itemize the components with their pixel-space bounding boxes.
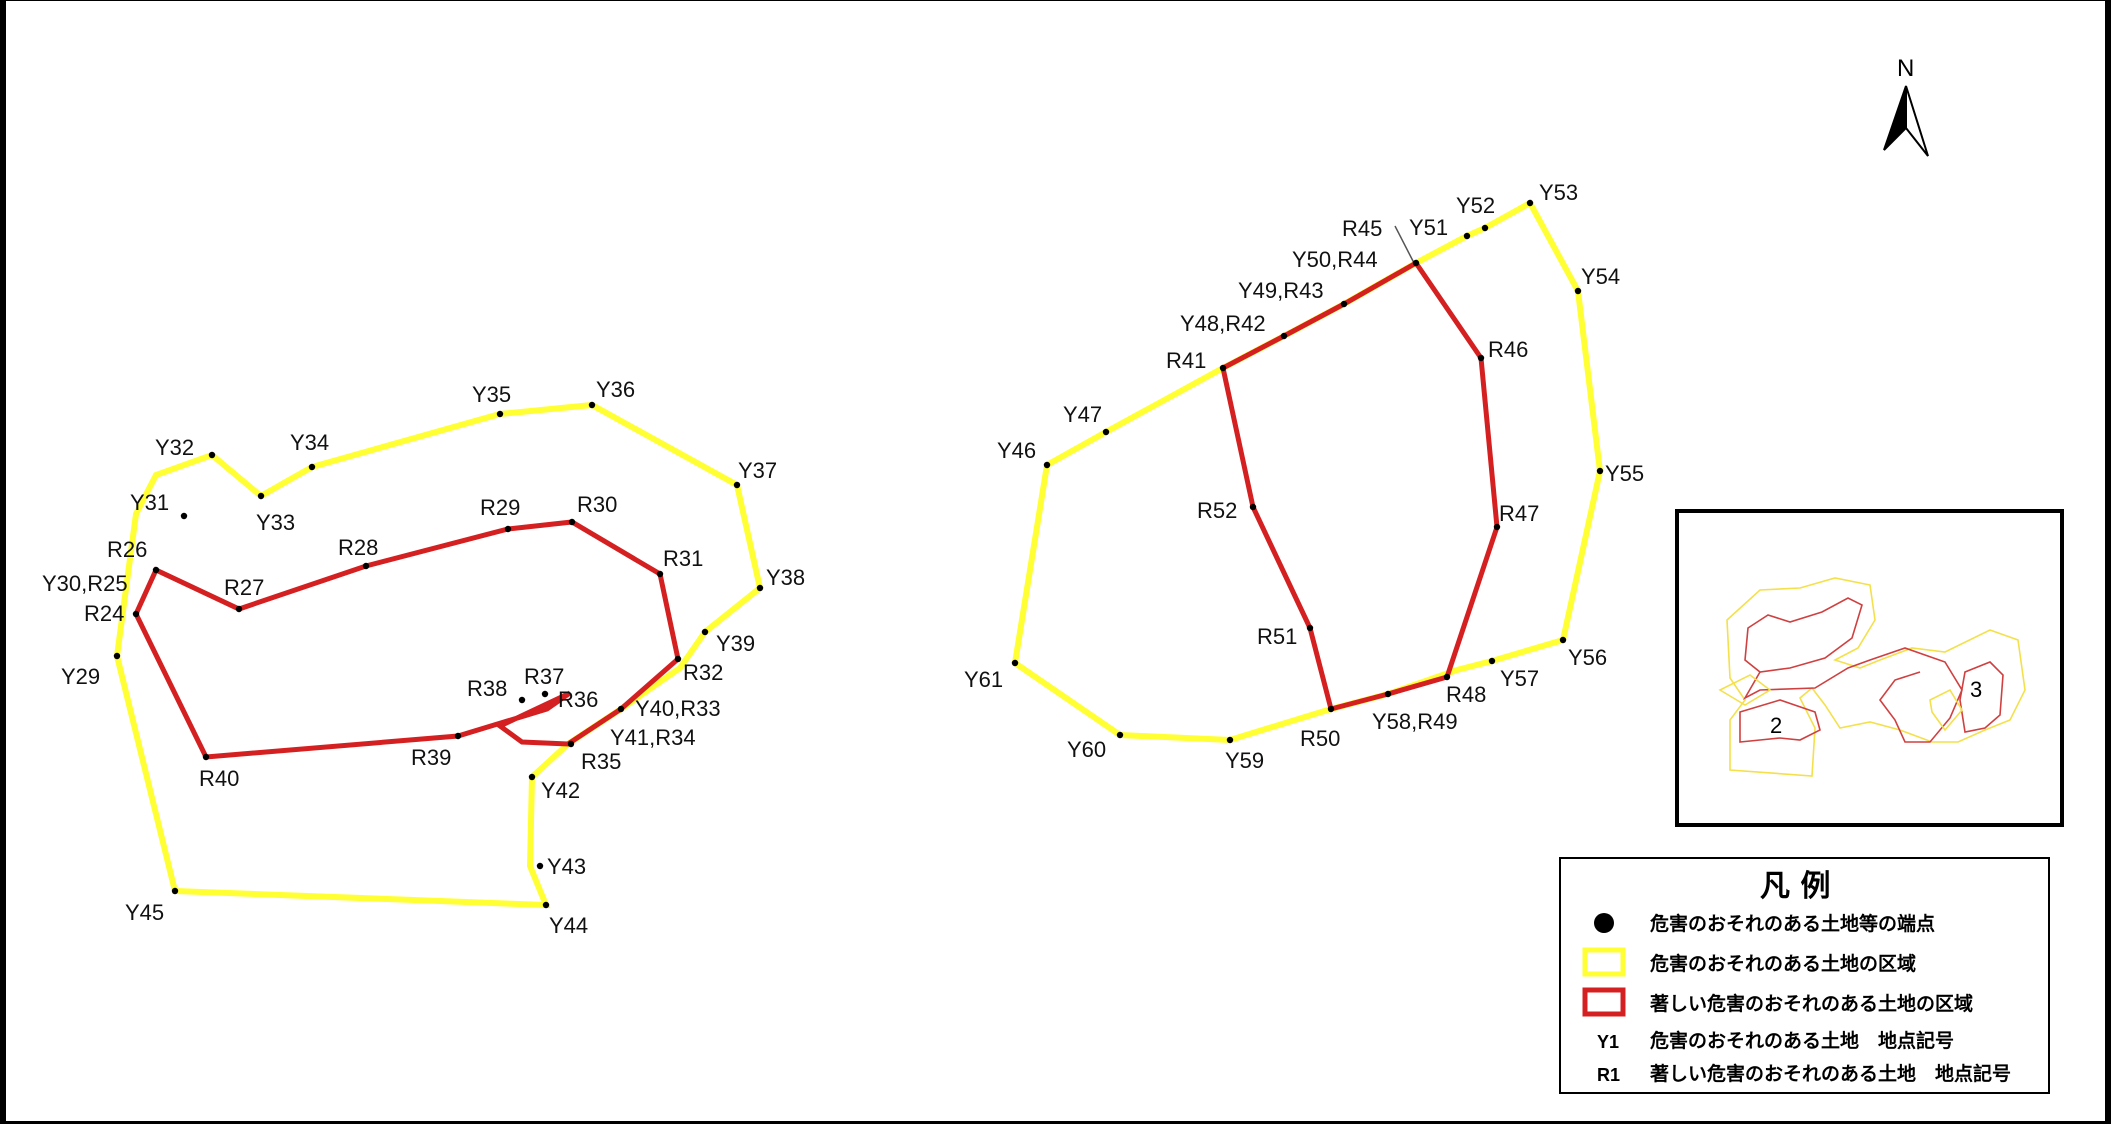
label-r50: R50 bbox=[1300, 726, 1340, 751]
label-y29: Y29 bbox=[61, 664, 100, 689]
legend-item-endpoint: 危害のおそれのある土地等の端点 bbox=[1650, 912, 1935, 935]
left-yellow-boundary bbox=[113, 401, 764, 909]
label-y59: Y59 bbox=[1225, 748, 1264, 773]
label-y61: Y61 bbox=[964, 667, 1003, 692]
label-r48: R48 bbox=[1446, 682, 1486, 707]
label-r38: R38 bbox=[467, 676, 507, 701]
legend-item-yellow: 危害のおそれのある土地の区域 bbox=[1650, 952, 1916, 975]
label-y43: Y43 bbox=[547, 854, 586, 879]
inset-yellow-area bbox=[1726, 577, 2026, 777]
label-y45: Y45 bbox=[125, 900, 164, 925]
label-r30: R30 bbox=[577, 492, 617, 517]
label-r51: R51 bbox=[1257, 624, 1297, 649]
north-arrow: N bbox=[1883, 55, 1929, 157]
legend-red-box-icon bbox=[1582, 987, 1626, 1017]
legend-code-r1: R1 bbox=[1597, 1065, 1620, 1085]
label-y58-r49: Y58,R49 bbox=[1372, 709, 1458, 734]
legend-item-r1: 著しい危害のおそれのある土地 地点記号 bbox=[1650, 1062, 2011, 1085]
north-label: N bbox=[1897, 55, 1914, 82]
legend: 凡 例 危害のおそれのある土地等の端点 危害のおそれのある土地の区域 著しい危害… bbox=[1559, 857, 2050, 1094]
label-r27: R27 bbox=[224, 575, 264, 600]
inset-label-3: 3 bbox=[1970, 677, 1982, 702]
point-labels: Y30,R25 R26 R24 Y29 Y31 Y32 Y33 Y34 Y35 … bbox=[42, 180, 1644, 938]
label-y57: Y57 bbox=[1500, 666, 1539, 691]
label-r45: R45 bbox=[1342, 216, 1382, 241]
legend-title: 凡 例 bbox=[1760, 869, 1830, 904]
label-y60: Y60 bbox=[1067, 737, 1106, 762]
label-y53: Y53 bbox=[1539, 180, 1578, 205]
label-y33: Y33 bbox=[256, 510, 295, 535]
inset-label-2: 2 bbox=[1770, 713, 1782, 738]
r45-leader-line bbox=[1394, 225, 1415, 264]
label-r47: R47 bbox=[1499, 501, 1539, 526]
label-r29: R29 bbox=[480, 495, 520, 520]
label-r32: R32 bbox=[683, 660, 723, 685]
label-y49-r43: Y49,R43 bbox=[1238, 278, 1324, 303]
label-y54: Y54 bbox=[1581, 264, 1620, 289]
label-y52: Y52 bbox=[1456, 193, 1495, 218]
label-y39: Y39 bbox=[716, 631, 755, 656]
label-y56: Y56 bbox=[1568, 645, 1607, 670]
label-y51: Y51 bbox=[1409, 215, 1448, 240]
label-r36: R36 bbox=[558, 687, 598, 712]
label-y48-r42: Y48,R42 bbox=[1180, 311, 1266, 336]
label-y41-r34: Y41,R34 bbox=[610, 725, 696, 750]
label-y50-r44: Y50,R44 bbox=[1292, 247, 1378, 272]
label-y32: Y32 bbox=[155, 435, 194, 460]
legend-item-y1: 危害のおそれのある土地 地点記号 bbox=[1650, 1029, 1954, 1052]
label-y31: Y31 bbox=[130, 490, 169, 515]
legend-item-red: 著しい危害のおそれのある土地の区域 bbox=[1650, 992, 1973, 1015]
inset-frame bbox=[1675, 509, 2064, 827]
inset-map: 2 3 bbox=[1675, 509, 2064, 827]
point-markers bbox=[113, 199, 1604, 909]
label-r28: R28 bbox=[338, 535, 378, 560]
inset-red-area bbox=[1744, 597, 1863, 673]
label-r26: R26 bbox=[107, 537, 147, 562]
label-y36: Y36 bbox=[596, 377, 635, 402]
right-red-boundary bbox=[1220, 259, 1500, 713]
label-y44: Y44 bbox=[549, 913, 588, 938]
label-r46: R46 bbox=[1488, 337, 1528, 362]
north-arrow-icon bbox=[1883, 85, 1907, 151]
label-r52: R52 bbox=[1197, 498, 1237, 523]
label-r31: R31 bbox=[663, 546, 703, 571]
label-y55: Y55 bbox=[1605, 461, 1644, 486]
label-r41: R41 bbox=[1166, 348, 1206, 373]
label-y34: Y34 bbox=[290, 430, 329, 455]
legend-yellow-box-icon bbox=[1582, 947, 1626, 977]
label-y47: Y47 bbox=[1063, 402, 1102, 427]
legend-frame bbox=[1559, 857, 2050, 1094]
label-y37: Y37 bbox=[738, 458, 777, 483]
legend-dot-icon bbox=[1594, 913, 1614, 933]
label-y42: Y42 bbox=[541, 778, 580, 803]
label-r40: R40 bbox=[199, 766, 239, 791]
left-zone bbox=[113, 401, 764, 909]
label-r39: R39 bbox=[411, 745, 451, 770]
label-y30-r25: Y30,R25 bbox=[42, 571, 128, 596]
label-y40-r33: Y40,R33 bbox=[635, 696, 721, 721]
label-y46: Y46 bbox=[997, 438, 1036, 463]
label-y35: Y35 bbox=[472, 382, 511, 407]
label-r37: R37 bbox=[524, 664, 564, 689]
legend-code-y1: Y1 bbox=[1597, 1032, 1619, 1052]
label-r35: R35 bbox=[581, 749, 621, 774]
label-y38: Y38 bbox=[766, 565, 805, 590]
label-r24: R24 bbox=[84, 601, 124, 626]
right-zone bbox=[1011, 198, 1604, 744]
